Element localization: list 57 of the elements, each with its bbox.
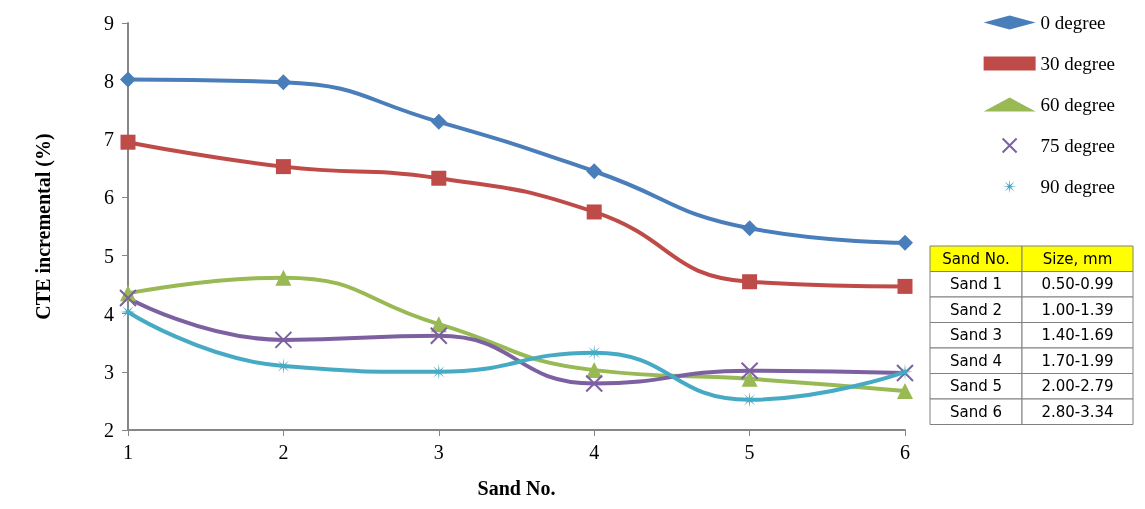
text: Sand 1 (949, 275, 1003, 294)
point (897, 234, 913, 251)
y-tick-label: 2 (104, 419, 114, 441)
text: Sand 2 (949, 300, 1003, 319)
text: Size, mm (1042, 249, 1113, 268)
legend-label: 90 degree (1040, 176, 1116, 197)
x-tick-label: 1 (123, 441, 133, 463)
point (897, 383, 913, 400)
y-tick-label: 7 (104, 128, 114, 151)
x-tick-label: 4 (589, 441, 600, 463)
text: 2.80-3.34 (1041, 402, 1114, 421)
point (586, 163, 603, 180)
point (275, 159, 291, 175)
text: Sand 5 (949, 377, 1003, 396)
x-tick-label: 6 (900, 441, 910, 463)
text: Sand 3 (949, 326, 1003, 345)
text: Sand 6 (949, 402, 1003, 421)
legend-label: 60 degree (1040, 94, 1116, 115)
text: Sand 4 (949, 351, 1003, 370)
point (586, 204, 602, 220)
point (586, 362, 603, 379)
text: 1.70-1.99 (1041, 351, 1114, 370)
point (275, 74, 292, 91)
y-tick-label: 4 (104, 302, 114, 325)
x-tick-label: 2 (278, 441, 289, 463)
point (120, 303, 136, 320)
point (742, 274, 758, 290)
point (741, 220, 758, 237)
legend-label: 75 degree (1040, 135, 1116, 156)
point (429, 326, 448, 345)
point (120, 71, 136, 88)
y-axis-title: CTE incremental (%) (32, 133, 55, 320)
point (585, 374, 604, 393)
legend-label: 0 degree (1040, 12, 1106, 33)
x-tick-label: 5 (744, 441, 755, 463)
y-tick-label: 6 (104, 186, 114, 209)
point (430, 113, 447, 130)
y-tick-label: 5 (104, 244, 114, 267)
point (274, 330, 293, 349)
text: 1.40-1.69 (1041, 326, 1114, 345)
text: 2.00-2.79 (1041, 377, 1114, 396)
point (431, 170, 447, 186)
y-tick-label: 9 (104, 12, 114, 34)
point (275, 269, 292, 286)
point (740, 361, 759, 380)
point (897, 278, 913, 294)
text: 0.50-0.99 (1041, 275, 1114, 294)
text: 1.00-1.39 (1041, 300, 1114, 319)
y-tick-label: 8 (104, 70, 114, 93)
legend-label: 30 degree (1040, 53, 1116, 74)
point (741, 370, 758, 387)
x-axis-title: Sand No. (477, 477, 556, 499)
point (119, 289, 137, 308)
y-tick-label: 3 (104, 360, 114, 383)
text: Sand No. (942, 249, 1010, 268)
x-tick-label: 3 (433, 441, 444, 463)
point (120, 134, 136, 150)
